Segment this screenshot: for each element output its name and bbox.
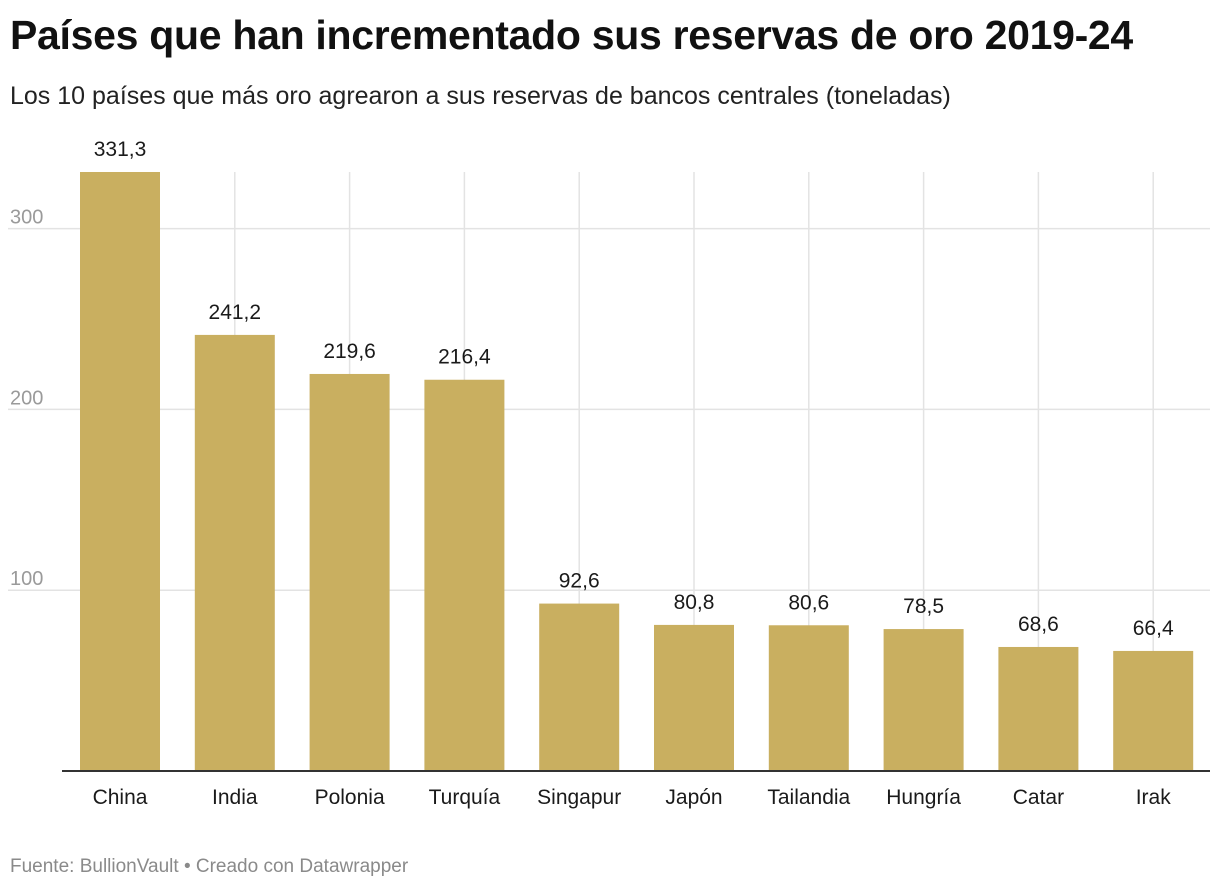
bars xyxy=(80,172,1194,771)
value-label: 80,8 xyxy=(674,591,715,614)
bar xyxy=(80,172,160,771)
bar xyxy=(654,624,734,771)
chart-title: Países que han incrementado sus reservas… xyxy=(10,12,1133,58)
value-label: 92,6 xyxy=(559,570,600,593)
value-label: 80,6 xyxy=(788,591,829,614)
bar xyxy=(539,603,620,771)
value-label: 216,4 xyxy=(438,346,491,369)
bar xyxy=(768,625,849,771)
category-label: Hungría xyxy=(886,786,961,809)
bar xyxy=(883,629,964,771)
bar xyxy=(424,379,505,771)
category-label: Turquía xyxy=(429,786,501,809)
category-label: Japón xyxy=(665,786,722,809)
chart-subtitle: Los 10 países que más oro agrearon a sus… xyxy=(10,82,951,110)
category-label: India xyxy=(212,786,258,809)
y-tick-label: 300 xyxy=(10,207,43,229)
category-label: Tailandia xyxy=(767,786,850,809)
credit-link[interactable]: Creado con Datawrapper xyxy=(195,856,409,877)
footer-separator: • xyxy=(183,856,191,877)
value-label: 219,6 xyxy=(323,340,376,363)
value-label: 78,5 xyxy=(903,595,944,618)
category-label: Irak xyxy=(1136,786,1172,809)
value-label: 66,4 xyxy=(1133,617,1174,640)
bar xyxy=(194,334,275,771)
value-label: 331,3 xyxy=(94,138,147,161)
footer: Fuente: BullionVault • Creado con Datawr… xyxy=(10,856,408,878)
labels: 100 200 300 331,3 China 241,2 India 219,6 Poloni… xyxy=(10,138,1174,809)
bar xyxy=(998,646,1079,771)
category-label: Catar xyxy=(1013,786,1064,809)
category-label: Polonia xyxy=(315,786,385,809)
category-label: China xyxy=(93,786,148,809)
bar xyxy=(309,373,390,771)
bar xyxy=(1113,650,1194,771)
y-tick-label: 100 xyxy=(10,568,43,590)
source-label: Fuente: BullionVault xyxy=(10,856,179,877)
value-label: 68,6 xyxy=(1018,613,1059,636)
y-tick-label: 200 xyxy=(10,387,43,409)
category-label: Singapur xyxy=(537,786,621,809)
value-label: 241,2 xyxy=(209,301,262,324)
